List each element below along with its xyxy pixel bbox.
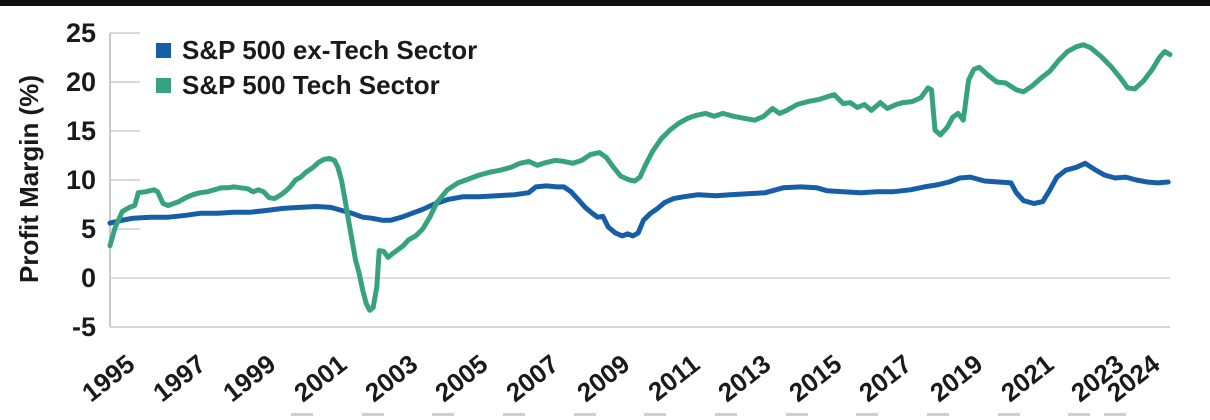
y-tick-label: 10 bbox=[65, 165, 96, 195]
cropped-text-mark bbox=[997, 413, 1020, 416]
top-divider-bar bbox=[0, 0, 1210, 6]
legend-item-ex-tech: S&P 500 ex-Tech Sector bbox=[156, 33, 477, 68]
legend-swatch-tech bbox=[156, 78, 171, 93]
y-tick-label: 15 bbox=[65, 116, 96, 146]
y-tick-label: 20 bbox=[65, 67, 96, 97]
y-tick-label: 0 bbox=[80, 263, 96, 293]
legend-item-tech: S&P 500 Tech Sector bbox=[156, 68, 477, 103]
series-line-ex-tech bbox=[107, 160, 1171, 239]
cropped-text-mark bbox=[290, 413, 313, 416]
y-tick-label: 25 bbox=[65, 18, 96, 48]
cropped-text-mark bbox=[926, 413, 949, 416]
cropped-text-mark bbox=[714, 413, 737, 416]
series-line-tech bbox=[107, 42, 1173, 313]
cropped-text-mark bbox=[785, 413, 808, 416]
y-tick-label: -5 bbox=[71, 312, 96, 342]
cropped-text-mark bbox=[1068, 413, 1091, 416]
cropped-text-mark bbox=[432, 413, 455, 416]
cropped-text-mark bbox=[361, 413, 384, 416]
cropped-text-mark bbox=[1103, 413, 1126, 416]
legend-label-tech: S&P 500 Tech Sector bbox=[182, 70, 440, 100]
legend-label-ex-tech: S&P 500 ex-Tech Sector bbox=[182, 35, 478, 65]
cropped-text-mark bbox=[856, 413, 879, 416]
y-tick-label: 5 bbox=[80, 214, 96, 244]
cropped-text-mark bbox=[573, 413, 596, 416]
cropped-text-mark bbox=[502, 413, 525, 416]
legend-swatch-ex-tech bbox=[156, 43, 171, 58]
legend: S&P 500 ex-Tech Sector S&P 500 Tech Sect… bbox=[156, 33, 477, 103]
cropped-text-mark bbox=[644, 413, 667, 416]
